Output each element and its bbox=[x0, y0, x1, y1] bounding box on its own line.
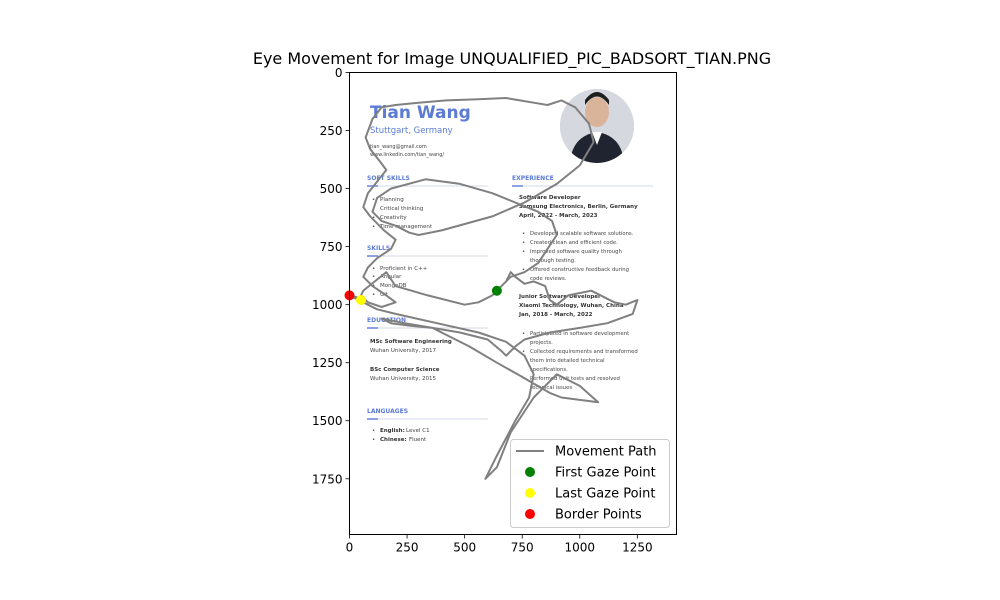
y-tick-label: 750 bbox=[320, 240, 343, 254]
movement-path-line bbox=[349, 97, 639, 480]
legend-first-gaze-point-swatch bbox=[525, 467, 535, 477]
last-gaze-point-marker bbox=[356, 295, 367, 306]
resume-job-bullet: Collected requirements and transformed bbox=[530, 349, 638, 355]
resume-experience-heading: EXPERIENCE bbox=[512, 175, 554, 182]
y-tick-label: 1750 bbox=[312, 472, 343, 486]
resume-language-label: English: bbox=[380, 428, 405, 434]
bullet: • bbox=[522, 349, 525, 355]
resume-language-label: Chinese: bbox=[380, 437, 407, 443]
resume-job-dates: April, 2022 - March, 2023 bbox=[519, 213, 598, 219]
bullet: • bbox=[522, 249, 525, 255]
bullet: • bbox=[522, 331, 525, 337]
bullet: • bbox=[522, 240, 525, 246]
bullet: • bbox=[372, 274, 375, 280]
resume-language-value: Level C1 bbox=[406, 428, 430, 434]
resume-soft-skill: Critical thinking bbox=[380, 206, 423, 212]
resume-job-bullet: Participated in software development bbox=[530, 331, 629, 337]
legend-movement-path-label: Movement Path bbox=[555, 445, 657, 460]
resume-job-bullet: specifications. bbox=[530, 367, 568, 373]
x-axis: 0 250 500 750 1000 1250 bbox=[346, 534, 653, 555]
legend-box bbox=[510, 439, 670, 528]
resume-job-dates: Jan, 2018 - March, 2022 bbox=[518, 312, 593, 318]
resume-email: tian_wang@gmail.com bbox=[370, 144, 427, 150]
resume-job-bullet: projects. bbox=[530, 340, 553, 346]
y-tick-label: 0 bbox=[335, 66, 343, 80]
legend-first-gaze-point-label: First Gaze Point bbox=[555, 466, 656, 481]
resume-soft-skill: Time management bbox=[379, 224, 433, 230]
legend-border-points-swatch bbox=[525, 509, 535, 519]
x-tick-label: 0 bbox=[346, 541, 354, 555]
y-tick-label: 1000 bbox=[312, 298, 343, 312]
x-tick-label: 1250 bbox=[622, 541, 653, 555]
resume-job-bullet: code reviews. bbox=[530, 276, 567, 282]
bullet: • bbox=[372, 197, 375, 203]
resume-job-bullet: thorough testing. bbox=[530, 258, 576, 264]
x-tick-label: 750 bbox=[511, 541, 534, 555]
resume-job-title: Junior Software Developer bbox=[518, 294, 601, 300]
legend-last-gaze-point-label: Last Gaze Point bbox=[555, 487, 655, 502]
bullet: • bbox=[372, 266, 375, 272]
y-tick-label: 250 bbox=[320, 124, 343, 138]
bullet: • bbox=[522, 231, 525, 237]
chart-title: Eye Movement for Image UNQUALIFIED_PIC_B… bbox=[253, 49, 771, 69]
x-tick-label: 500 bbox=[453, 541, 476, 555]
resume-degree-school: Wuhan University, 2017 bbox=[370, 348, 437, 354]
resume-location: Stuttgart, Germany bbox=[370, 126, 453, 136]
resume-skill: MongoDB bbox=[380, 283, 407, 289]
resume-job-title: Software Developer bbox=[519, 195, 581, 201]
y-tick-label: 1500 bbox=[312, 414, 343, 428]
bullet: • bbox=[372, 292, 375, 298]
bullet: • bbox=[372, 224, 375, 230]
resume-soft-skills-heading: SOFT SKILLS bbox=[367, 175, 410, 182]
bullet: • bbox=[522, 376, 525, 382]
resume-job-bullet: Offered constructive feedback during bbox=[530, 267, 629, 273]
resume-degree: MSc Software Engineering bbox=[370, 339, 452, 345]
y-tick-label: 500 bbox=[320, 182, 343, 196]
resume-job-bullet: Performed unit tests and resolved bbox=[530, 376, 620, 382]
resume-skill: Angular bbox=[380, 274, 402, 280]
resume-skill: Proficient in C++ bbox=[380, 266, 428, 272]
bullet: • bbox=[372, 437, 375, 443]
resume-soft-skill: Planning bbox=[380, 197, 404, 203]
resume-job-bullet: Improved software quality through bbox=[530, 249, 622, 255]
axes-frame bbox=[349, 72, 677, 535]
resume-skills-heading: SKILLS bbox=[367, 245, 390, 252]
resume-job-bullet: technical issues bbox=[530, 385, 572, 391]
resume-linkedin: www.linkedin.com/tian_wang/ bbox=[370, 152, 444, 158]
y-tick-label: 1250 bbox=[312, 356, 343, 370]
gaze-marker-layer bbox=[344, 285, 502, 306]
resume-degree: BSc Computer Science bbox=[370, 367, 440, 373]
resume-job-bullet: Developed scalable software solutions. bbox=[530, 231, 634, 237]
resume-name: Tian Wang bbox=[370, 103, 471, 123]
resume-language-value: Fluent bbox=[409, 437, 427, 443]
resume-job-company: Samsung Electronics, Berlin, Germany bbox=[519, 204, 638, 210]
x-tick-label: 1000 bbox=[565, 541, 596, 555]
y-axis: 0 250 500 750 1000 1250 1500 1750 bbox=[312, 66, 350, 486]
resume-job-bullet: them into detailed technical bbox=[530, 358, 605, 364]
legend-border-points-label: Border Points bbox=[555, 508, 642, 523]
resume-soft-skill: Creativity bbox=[380, 215, 407, 221]
resume-photo bbox=[560, 89, 634, 163]
resume-job-company: Xiaomi Technology, Wuhan, China bbox=[519, 303, 624, 309]
first-gaze-point-marker bbox=[491, 285, 502, 296]
resume-languages-heading: LANGUAGES bbox=[367, 408, 408, 415]
bullet: • bbox=[522, 267, 525, 273]
movement-path-layer bbox=[349, 97, 639, 480]
x-tick-label: 250 bbox=[396, 541, 419, 555]
legend-last-gaze-point-swatch bbox=[525, 488, 535, 498]
resume-job-bullet: Created clean and efficient code. bbox=[530, 240, 618, 246]
resume-degree-school: Wuhan University, 2015 bbox=[370, 376, 437, 382]
legend: Movement Path First Gaze Point Last Gaze P… bbox=[510, 439, 670, 528]
bullet: • bbox=[372, 428, 375, 434]
bullet: • bbox=[372, 215, 375, 221]
